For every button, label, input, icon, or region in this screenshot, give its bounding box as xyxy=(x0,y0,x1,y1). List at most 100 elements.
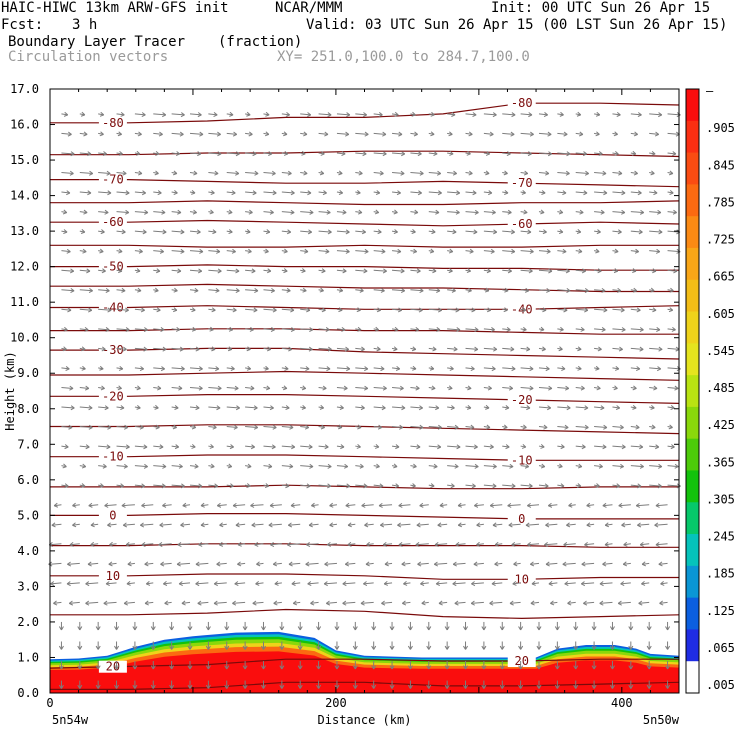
circulation-vector xyxy=(219,523,227,526)
circulation-vector-head xyxy=(145,580,151,586)
circulation-vector xyxy=(281,484,290,487)
circulation-vector xyxy=(200,523,209,526)
circulation-vector-head xyxy=(656,366,662,372)
colorbar-swatch xyxy=(686,216,699,249)
circulation-vector xyxy=(594,406,605,409)
circulation-vector xyxy=(153,367,165,370)
colorbar-frame xyxy=(685,88,700,694)
circulation-vector xyxy=(336,269,347,272)
circulation-vector-head xyxy=(562,561,567,567)
circulation-vector xyxy=(329,523,338,526)
circulation-vector-head xyxy=(558,209,564,215)
circulation-vector-head xyxy=(598,463,603,469)
circulation-vector-head xyxy=(393,209,398,215)
circulation-vector-head xyxy=(454,600,459,606)
circulation-vector-head xyxy=(154,404,159,410)
circulation-vector-head xyxy=(499,684,505,689)
circulation-vector xyxy=(410,171,424,174)
circulation-vector-head xyxy=(180,366,185,372)
circulation-vector-head xyxy=(562,190,567,196)
circulation-vector-head xyxy=(580,326,585,332)
circulation-vector-head xyxy=(419,424,424,430)
circulation-vector xyxy=(364,523,374,526)
colorbar-swatch xyxy=(686,438,699,471)
circulation-vector xyxy=(300,113,311,116)
y-tick-label: 15.0 xyxy=(10,153,39,167)
circulation-vector xyxy=(345,504,356,507)
circulation-vector xyxy=(327,543,337,546)
circulation-vector xyxy=(667,113,681,116)
circulation-vector xyxy=(79,250,87,253)
circulation-vector-head xyxy=(578,248,583,254)
circulation-vector xyxy=(538,308,547,311)
circulation-vector-head xyxy=(463,626,469,631)
y-tick-label: 10.0 xyxy=(10,331,39,345)
field-title: Boundary Layer Tracer xyxy=(8,34,186,50)
circulation-vector xyxy=(649,250,660,253)
circulation-vector-head xyxy=(122,346,127,352)
circulation-vector xyxy=(649,328,660,331)
colorbar-swatch xyxy=(686,406,699,440)
circulation-vector-head xyxy=(637,483,642,489)
circulation-vector-head xyxy=(448,268,453,274)
circulation-vector-head xyxy=(172,307,178,313)
circulation-vector xyxy=(61,484,69,487)
circulation-vector-head xyxy=(124,307,129,313)
circulation-vector xyxy=(281,289,291,292)
circulation-vector xyxy=(599,601,613,604)
circulation-vector-head xyxy=(319,404,325,410)
circulation-vector xyxy=(329,504,338,507)
circulation-vector xyxy=(594,191,608,194)
circulation-vector xyxy=(98,445,111,448)
circulation-vector xyxy=(300,132,308,135)
circulation-vector xyxy=(189,484,202,487)
circulation-vector-head xyxy=(474,502,479,508)
circulation-vector-head xyxy=(213,112,218,117)
circulation-vector xyxy=(465,367,475,370)
circulation-vector-head xyxy=(526,405,531,411)
circulation-vector-head xyxy=(577,346,582,352)
circulation-vector-head xyxy=(64,483,69,489)
circulation-vector xyxy=(428,289,440,292)
circulation-vector-head xyxy=(398,131,403,137)
circulation-vector-head xyxy=(271,444,276,450)
circulation-vector-head xyxy=(88,502,93,508)
circulation-vector xyxy=(630,308,641,311)
circulation-vector-head xyxy=(81,483,86,488)
circulation-vector-head xyxy=(419,288,424,293)
circulation-vector xyxy=(153,113,166,116)
circulation-vector xyxy=(189,328,196,331)
circulation-vector xyxy=(263,465,272,468)
circulation-vector xyxy=(575,386,585,389)
circulation-vector xyxy=(630,347,644,350)
circulation-vector-head xyxy=(416,444,421,450)
circulation-vector-head xyxy=(227,463,233,469)
circulation-vector xyxy=(263,347,271,350)
circulation-vector xyxy=(288,562,301,565)
circulation-vector-head xyxy=(598,151,603,157)
circulation-vector xyxy=(483,328,495,331)
circulation-vector xyxy=(79,328,89,331)
circulation-vector-head xyxy=(436,287,441,293)
circulation-vector-head xyxy=(566,405,571,411)
circulation-vector-head xyxy=(364,131,369,137)
circulation-vector xyxy=(144,562,154,565)
circulation-vector xyxy=(300,211,314,214)
circulation-vector-head xyxy=(334,626,340,631)
circulation-vector-head xyxy=(562,248,567,254)
circulation-vector-head xyxy=(618,502,623,508)
circulation-vector-head xyxy=(192,209,197,215)
circulation-vector-head xyxy=(371,626,377,631)
circulation-vector xyxy=(667,289,674,292)
circulation-vector-head xyxy=(635,366,641,372)
circulation-vector-head xyxy=(609,626,615,631)
circulation-vector-head xyxy=(616,287,622,293)
circulation-vector-head xyxy=(600,405,605,411)
circulation-vector-head xyxy=(216,405,221,411)
circulation-vector-head xyxy=(235,288,240,293)
circulation-vector-head xyxy=(250,502,255,508)
circulation-vector xyxy=(605,523,613,526)
isotherm-label-bg xyxy=(98,509,127,522)
circulation-vector-head xyxy=(602,444,607,450)
circulation-vector xyxy=(649,191,658,194)
